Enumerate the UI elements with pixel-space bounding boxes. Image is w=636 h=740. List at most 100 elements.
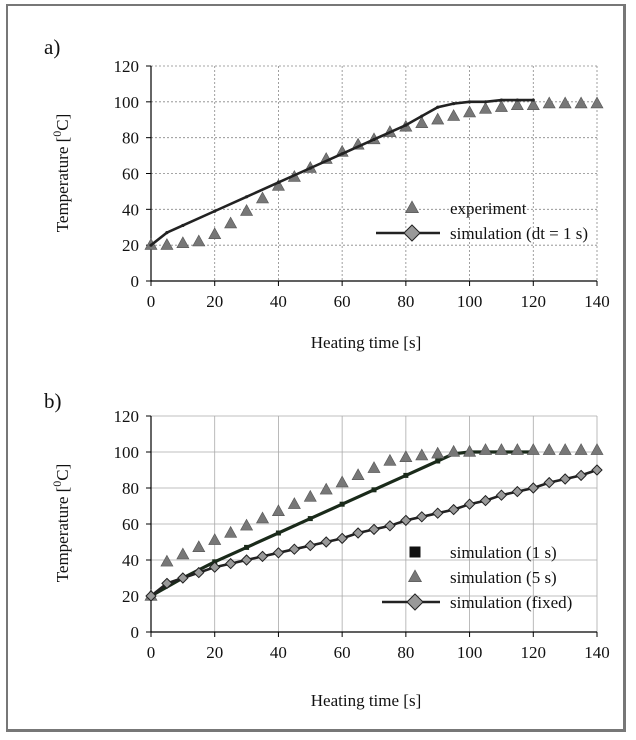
data-point [463,498,476,510]
data-point [499,98,504,102]
data-point [590,96,604,109]
y-axis-title-superscript: 0 [50,481,64,487]
data-point [478,101,493,114]
legend-marker [404,200,420,213]
data-point [431,112,445,125]
data-point [574,443,588,455]
legend-marker [409,546,421,558]
x-tick-label: 80 [397,292,414,311]
data-point [371,487,377,493]
data-point [209,561,221,573]
legend-marker [406,593,424,611]
legend-marker [407,569,423,582]
data-point [272,547,285,559]
y-axis-title-text: Temperature [ [53,486,72,582]
data-point [304,539,316,552]
data-point [435,458,441,464]
data-point [478,443,493,455]
data-point [431,446,445,459]
x-tick-label: 40 [270,292,287,311]
data-point [531,98,535,102]
data-point [145,590,157,602]
legend-label: simulation (5 s) [450,568,557,587]
series-simulation-fixed- [145,464,603,602]
data-point [404,123,408,127]
legend-label: simulation (1 s) [450,543,557,562]
data-point [192,234,206,247]
y-axis-title: Temperature [0C] [50,114,72,233]
y-axis-title-unit: C] [53,114,72,131]
data-point [339,501,345,507]
data-point [590,443,604,455]
data-point [213,209,217,213]
data-point [256,550,269,563]
y-tick-label: 0 [131,272,140,291]
data-point [400,514,412,527]
data-point [335,475,349,488]
panel-label: b) [44,389,62,413]
data-point [495,489,508,501]
series-simulation-dt-1-s- [149,98,535,247]
data-point [368,523,380,536]
x-axis-title: Heating time [s] [311,691,421,710]
y-tick-label: 100 [114,443,140,462]
data-point [244,195,249,199]
x-axis-title: Heating time [s] [311,333,421,352]
legend-label: simulation (fixed) [450,593,572,612]
data-point [372,137,376,142]
data-point [192,540,206,553]
y-tick-label: 120 [114,57,140,76]
data-point [436,105,440,109]
data-point [319,482,333,495]
legend-marker [403,224,421,242]
data-point [511,485,524,498]
data-point [510,98,524,111]
data-point [415,448,429,461]
data-point [447,109,461,121]
y-tick-label: 120 [114,407,140,426]
data-point [452,102,456,106]
data-point [574,96,588,109]
data-point [240,204,254,216]
data-point [515,98,519,102]
data-point [176,236,190,248]
y-tick-label: 20 [122,236,139,255]
y-tick-label: 60 [122,165,139,184]
y-tick-label: 60 [122,515,139,534]
data-point [271,504,285,517]
series-line [150,98,534,247]
data-point [224,216,238,229]
chart-panel-a: a) 0 20 40 60 80 100 120 140 0 20 40 60 80 100 120 Heati… [44,35,610,352]
y-tick-label: 40 [122,551,139,570]
x-tick-label: 0 [147,643,156,662]
data-point [558,443,572,455]
data-point [416,511,428,523]
x-tick-label: 120 [521,643,547,662]
data-point [591,464,603,476]
legend: experiment simulation (dt = 1 s) [376,199,588,243]
data-point [307,516,313,522]
data-point [367,461,381,473]
data-point [336,532,348,545]
y-axis-title-superscript: 0 [50,131,64,137]
data-point [447,503,460,516]
data-point [510,443,524,455]
data-point [288,543,301,555]
data-point [351,468,365,481]
x-tick-label: 60 [334,292,351,311]
data-point [543,476,555,489]
data-point [403,472,409,478]
data-point [526,443,540,455]
x-tick-label: 40 [270,643,287,662]
y-tick-label: 80 [122,479,139,498]
data-point [384,520,396,532]
data-point [399,450,413,463]
data-point [149,243,153,247]
data-point [165,231,169,235]
data-point [303,489,317,502]
data-point [415,116,429,128]
data-point [463,105,477,118]
data-point [447,444,461,457]
y-axis-title: Temperature [0C] [50,464,72,583]
data-point [161,577,173,590]
